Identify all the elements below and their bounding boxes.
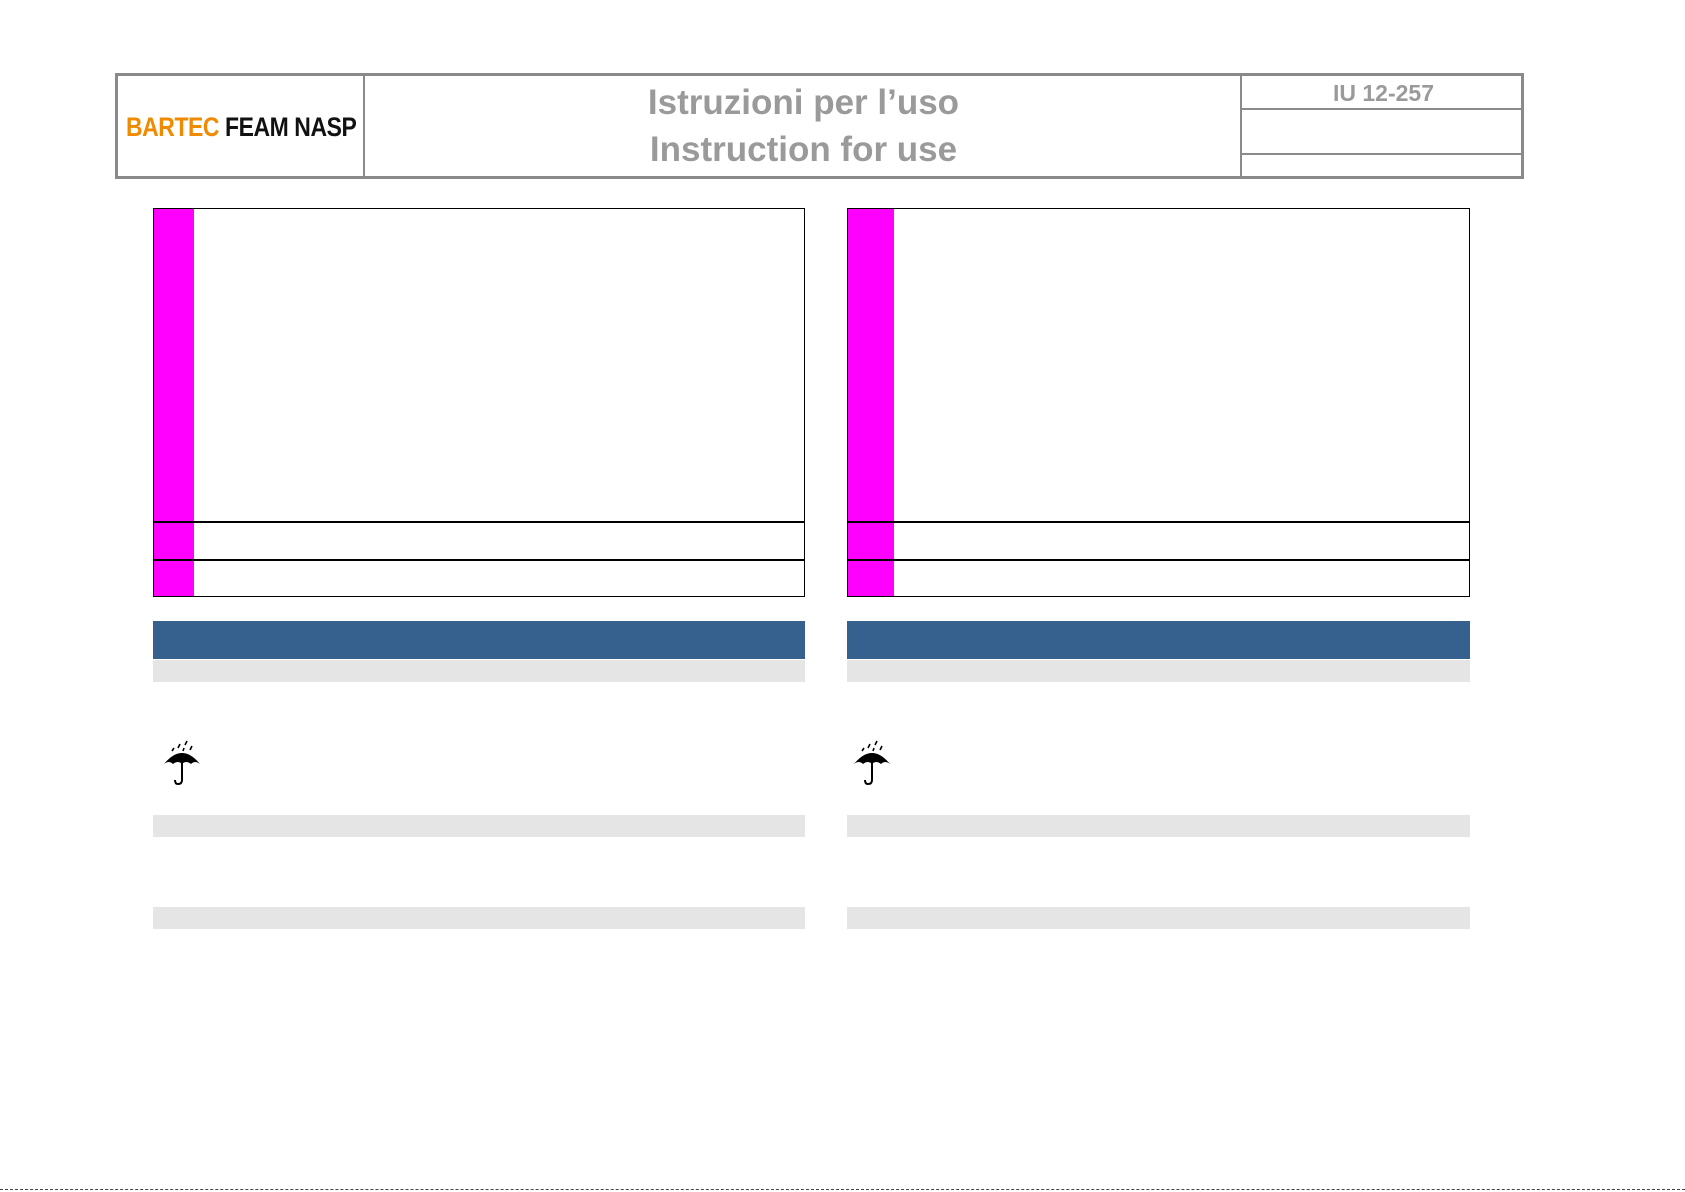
- divider: [1240, 108, 1524, 110]
- gray-band: [153, 907, 805, 929]
- divider: [1240, 73, 1242, 179]
- header-box: [115, 73, 1524, 179]
- gray-band: [153, 660, 805, 682]
- divider: [1240, 153, 1524, 155]
- gray-band: [847, 815, 1470, 837]
- logo-name: FEAM NASP: [225, 112, 357, 142]
- title-italian: Istruzioni per l’uso: [647, 83, 960, 122]
- gray-band: [153, 815, 805, 837]
- section-bar: [153, 621, 805, 659]
- divider: [363, 73, 365, 179]
- logo-brand: BARTEC: [126, 112, 220, 142]
- gray-band: [847, 660, 1470, 682]
- umbrella-icon: [164, 740, 200, 786]
- marker: [154, 209, 194, 596]
- rule: [153, 521, 805, 523]
- title-english: Instruction for use: [649, 130, 958, 169]
- rule: [847, 521, 1470, 523]
- marker: [848, 209, 894, 596]
- rule: [847, 559, 1470, 561]
- rule: [153, 559, 805, 561]
- gray-band: [847, 907, 1470, 929]
- panel: [847, 208, 1470, 597]
- doc-code: IU 12-257: [1332, 80, 1434, 106]
- logo: BARTEC FEAM NASP: [126, 112, 357, 143]
- page-edge: [0, 1189, 1685, 1190]
- section-bar: [847, 621, 1470, 659]
- umbrella-icon: [854, 740, 890, 786]
- panel: [153, 208, 805, 597]
